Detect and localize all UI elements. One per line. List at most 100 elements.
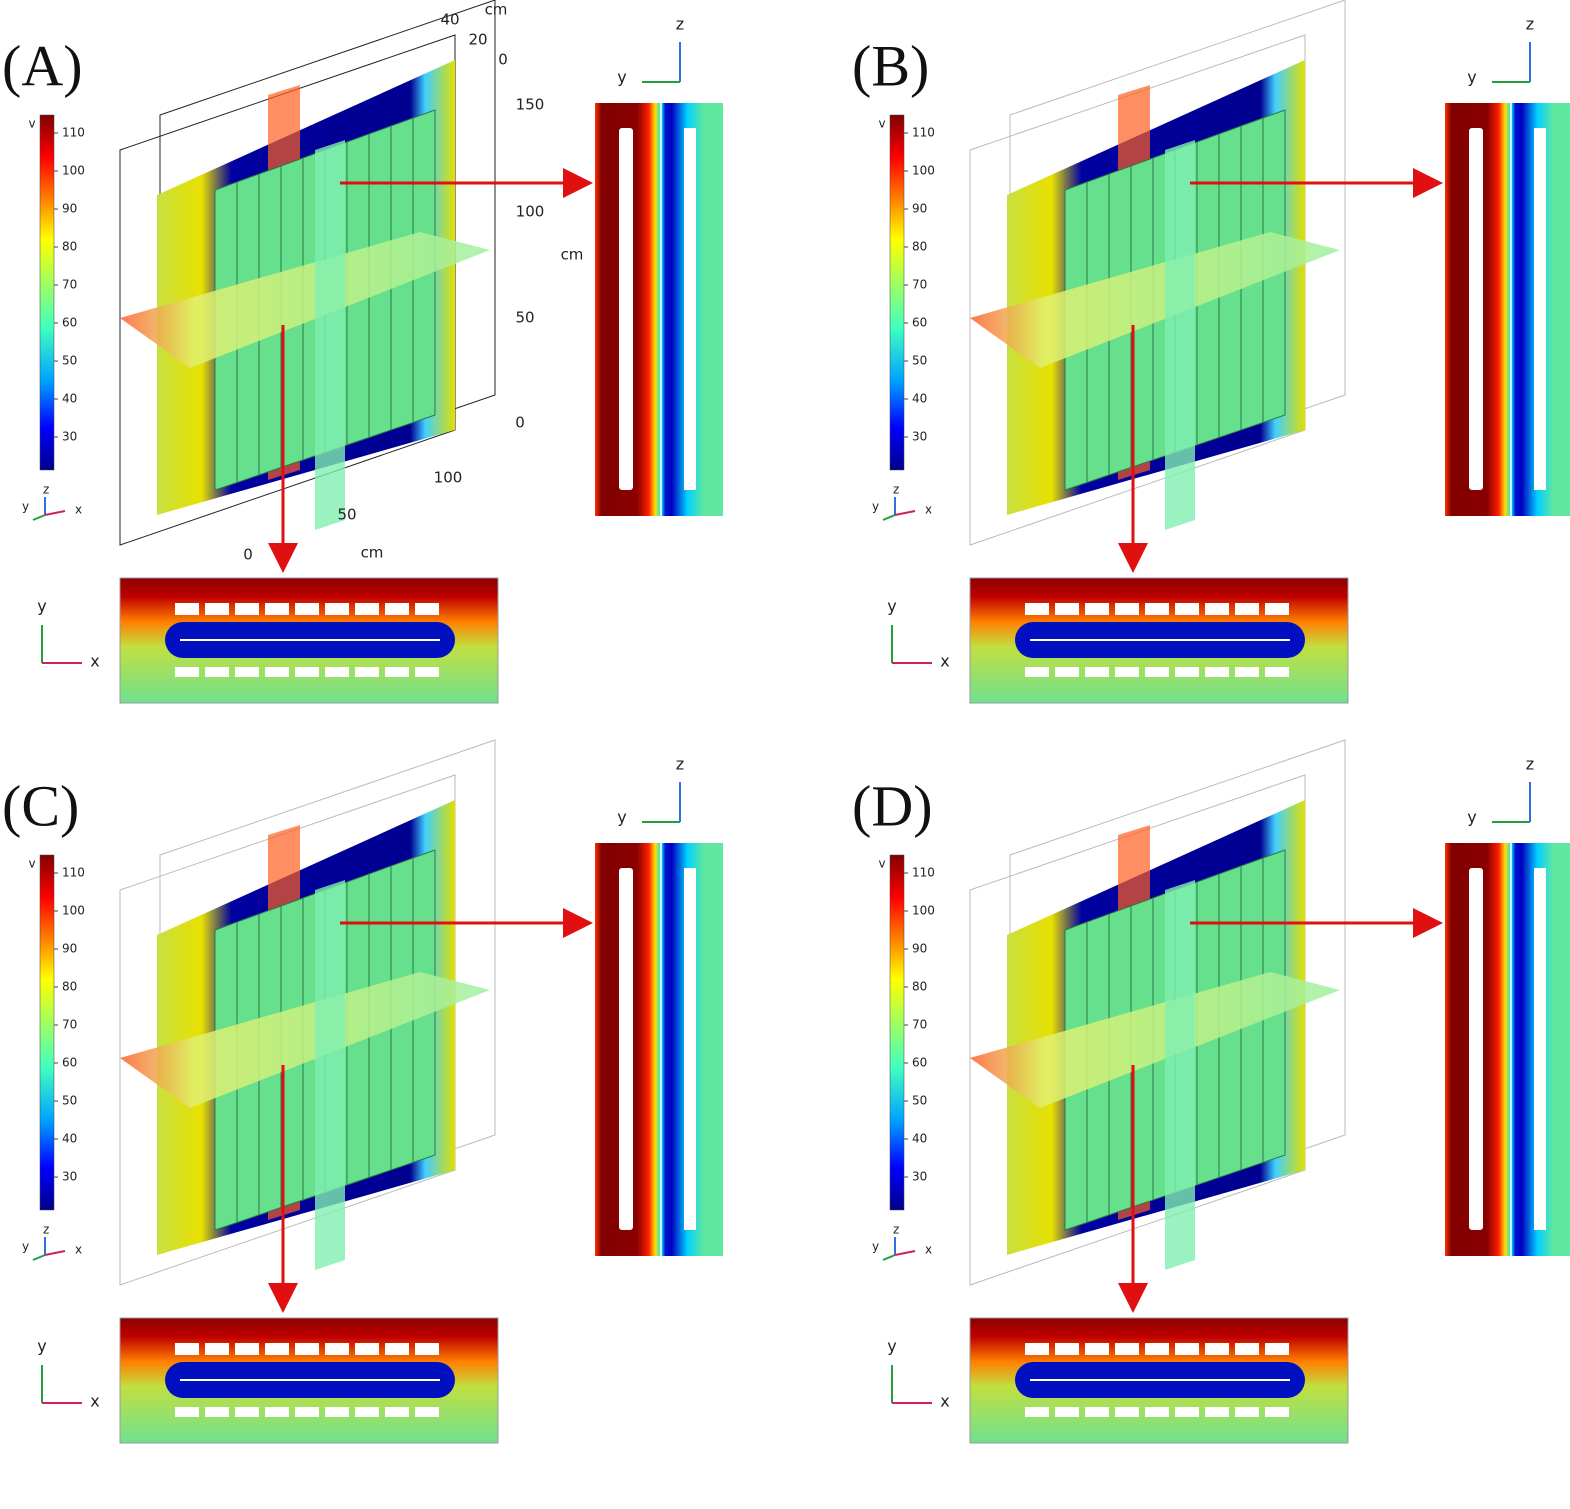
slot [1265,603,1289,615]
panel-label: (D) [852,773,933,838]
slot [684,128,696,490]
triad-label: x [925,503,932,517]
colorbar-tick-label: 60 [912,1056,927,1070]
slot [1055,1343,1079,1355]
axis-label: z [1526,15,1534,34]
axis-label: y [617,68,626,87]
slot [1025,1407,1049,1417]
cut-plane-horizontal [120,972,490,1108]
side-slice [1445,843,1570,1256]
axis-label: y [1467,808,1476,827]
slot [1235,1343,1259,1355]
colorbar-tick-label: 110 [912,866,935,880]
slot [355,1343,379,1355]
slot [1145,1407,1169,1417]
colorbar-tick-label: 70 [62,278,77,292]
slot [235,1407,259,1417]
slot [1115,1407,1139,1417]
slot [415,667,439,677]
slot [1235,603,1259,615]
axis-label: x [90,652,99,671]
axis-arrow [882,514,896,521]
axis-label: y [887,1337,896,1356]
panel-label: (C) [2,773,79,838]
slot [1055,1407,1079,1417]
triad-label: x [925,1243,932,1257]
side-slice [1445,103,1570,516]
slot [295,603,319,615]
colorbar-tick-label: 80 [912,980,927,994]
colorbar-tick-label: 50 [62,1094,77,1108]
colorbar-unit: v [878,857,885,871]
dimension-label: 20 [468,31,487,49]
cut-plane-mid [1165,880,1195,1270]
slot [1115,667,1139,677]
dimension-label: 0 [498,51,508,69]
colorbar-tick-label: 30 [912,1170,927,1184]
colorbar-unit: v [28,117,35,131]
slot [1469,128,1483,490]
colorbar-tick-label: 30 [62,1170,77,1184]
slot [1235,667,1259,677]
dimension-label: 50 [337,506,356,524]
axis-label: y [887,597,896,616]
slot [385,667,409,677]
colorbar-tick-label: 90 [912,942,927,956]
cut-plane-horizontal [970,232,1340,368]
colorbar-tick-label: 50 [62,354,77,368]
colorbar-tick-label: 80 [62,240,77,254]
cut-plane-horizontal [970,972,1340,1108]
triad-label: z [43,1223,49,1237]
colorbar-tick-label: 110 [912,126,935,140]
dimension-label: 50 [515,309,534,327]
dimension-label: 40 [440,11,459,29]
dimension-label: 100 [516,203,545,221]
slot [415,603,439,615]
slot [295,667,319,677]
slot [1469,868,1483,1230]
axis-label: y [617,808,626,827]
colorbar [889,114,905,471]
colorbar-tick-label: 40 [912,1132,927,1146]
slot [265,603,289,615]
slot [175,667,199,677]
slot [1205,603,1229,615]
triad-label: y [22,1240,29,1254]
axis-arrow [894,510,916,516]
slot [235,1343,259,1355]
slot [1265,1407,1289,1417]
slot [175,1343,199,1355]
colorbar-tick-label: 70 [62,1018,77,1032]
slot [415,1343,439,1355]
axis-arrow [894,1250,916,1256]
colorbar-tick-label: 30 [912,430,927,444]
triad-label: z [893,483,899,497]
slot [1085,1343,1109,1355]
axis-label: x [940,1392,949,1411]
slot [265,667,289,677]
slot [355,1407,379,1417]
colorbar-tick-label: 80 [62,980,77,994]
slot [684,868,696,1230]
colorbar-tick-label: 70 [912,278,927,292]
slot [1534,128,1546,490]
slot [385,1407,409,1417]
triad-label: z [893,1223,899,1237]
slot [1265,1343,1289,1355]
slot [295,1407,319,1417]
panel-label: (B) [852,33,929,98]
slot [1205,667,1229,677]
axis-arrow [44,1250,66,1256]
slot [205,667,229,677]
dimension-label: cm [561,246,584,264]
axis-label: z [676,755,684,774]
axis-arrow [32,1254,46,1261]
slot [235,603,259,615]
colorbar-unit: v [28,857,35,871]
slot [1115,1343,1139,1355]
slot [1235,1407,1259,1417]
slot [1025,603,1049,615]
axis-label: y [37,597,46,616]
dimension-label: 0 [243,546,253,564]
